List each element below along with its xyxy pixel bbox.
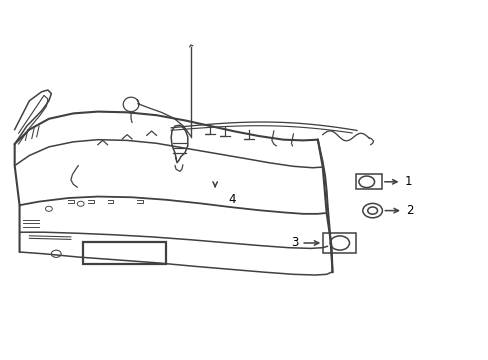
Circle shape <box>329 236 349 250</box>
Bar <box>83 242 166 264</box>
Text: 2: 2 <box>405 204 412 217</box>
Circle shape <box>362 203 382 218</box>
Bar <box>356 174 381 189</box>
Bar <box>323 233 356 253</box>
Circle shape <box>77 201 84 206</box>
Circle shape <box>51 250 61 257</box>
Circle shape <box>367 207 377 214</box>
Text: 4: 4 <box>228 193 236 206</box>
Circle shape <box>358 176 374 188</box>
Text: 3: 3 <box>291 237 298 249</box>
Text: 1: 1 <box>404 175 411 188</box>
Circle shape <box>45 206 52 211</box>
